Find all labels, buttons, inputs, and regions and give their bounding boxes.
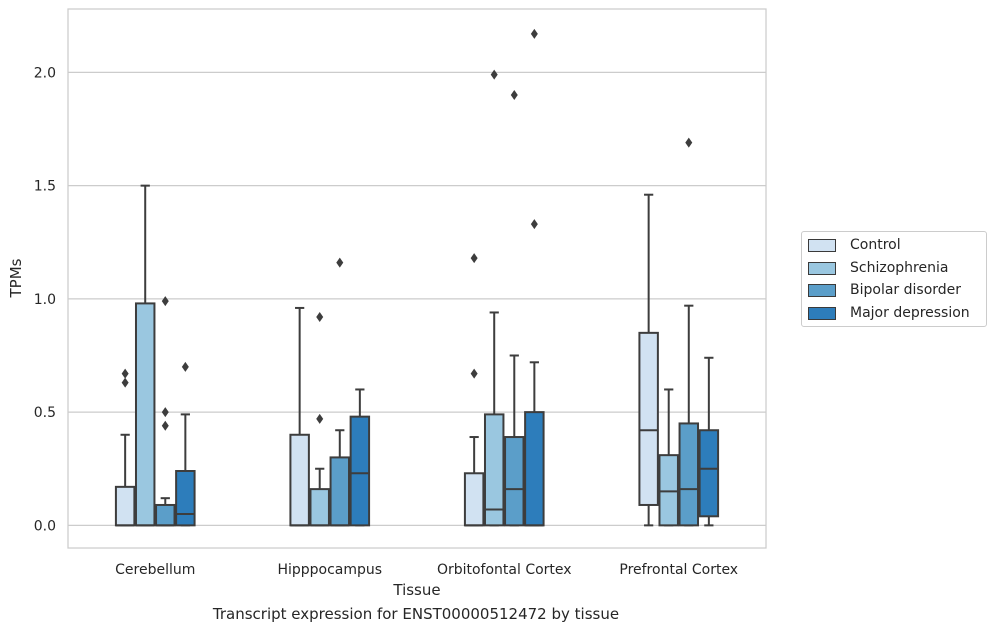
y-tick-label: 0.0	[34, 518, 56, 534]
y-tick-labels: 0.0 0.5 1.0 1.5 2.0	[34, 65, 56, 534]
box-bipolar-disorder-orbitofontal-cortex	[504, 90, 525, 527]
x-tick-labels: Cerebellum Hipppocampus Orbitofontal Corte…	[115, 562, 738, 578]
outlier-point	[530, 219, 538, 230]
box-body	[524, 411, 545, 527]
box-control-hipppocampus	[289, 306, 310, 527]
box-control-prefrontal-cortex	[638, 193, 659, 527]
y-tick-label: 1.0	[34, 292, 56, 308]
box-body	[658, 454, 679, 527]
legend-item-schizophrenia: Schizophrenia	[808, 259, 948, 277]
box-body	[155, 503, 176, 527]
x-axis-label: Tissue	[392, 581, 440, 599]
x-tick-label: Cerebellum	[115, 562, 195, 578]
outlier-point	[181, 361, 189, 372]
box-body	[349, 415, 371, 527]
x-tick-label: Prefrontal Cortex	[619, 562, 738, 578]
box-bipolar-disorder-cerebellum	[155, 296, 176, 527]
box-body	[483, 413, 505, 527]
legend-swatch-control	[808, 238, 836, 252]
y-tick-label: 2.0	[34, 65, 56, 81]
box-major-depression-hipppocampus	[349, 388, 371, 527]
legend-label-major-depression: Major depression	[850, 305, 970, 321]
outlier-point	[121, 377, 129, 388]
legend-label-control: Control	[850, 237, 901, 253]
y-tick-label: 0.5	[34, 405, 56, 421]
legend-swatch-major-depression	[808, 306, 836, 320]
box-schizophrenia-prefrontal-cortex	[658, 388, 679, 527]
outlier-point	[161, 296, 169, 307]
legend-swatch-bipolar-disorder	[808, 283, 836, 297]
box-body	[504, 436, 525, 527]
legend-label-schizophrenia: Schizophrenia	[850, 260, 949, 276]
boxes	[114, 28, 720, 527]
box-body	[175, 470, 196, 527]
legend-label-bipolar-disorder: Bipolar disorder	[850, 282, 962, 298]
box-body	[114, 485, 136, 527]
box-control-cerebellum	[114, 368, 136, 527]
outlier-point	[490, 69, 498, 80]
legend-item-major-depression: Major depression	[808, 304, 970, 322]
legend-item-bipolar-disorder: Bipolar disorder	[808, 281, 961, 299]
box-body	[329, 456, 351, 527]
y-tick-label: 1.5	[34, 179, 56, 195]
box-bipolar-disorder-prefrontal-cortex	[678, 137, 700, 527]
legend-swatch-schizophrenia	[808, 261, 836, 275]
box-body	[678, 422, 700, 527]
outlier-point	[336, 257, 344, 268]
box-schizophrenia-hipppocampus	[309, 312, 330, 527]
x-tick-label: Orbitofontal Cortex	[437, 562, 572, 578]
box-schizophrenia-cerebellum	[134, 184, 156, 527]
box-body	[638, 331, 659, 506]
outlier-point	[530, 28, 538, 39]
outlier-point	[316, 312, 324, 322]
x-tick-label: Hipppocampus	[277, 562, 382, 578]
chart-caption: Transcript expression for ENST0000051247…	[212, 605, 620, 623]
box-body	[309, 488, 330, 527]
outlier-point	[316, 413, 324, 424]
legend: Control Schizophrenia Bipolar disorder M…	[801, 231, 987, 327]
outlier-point	[161, 420, 169, 431]
outlier-point	[510, 90, 518, 101]
outlier-point	[470, 253, 478, 264]
outlier-point	[685, 137, 693, 148]
box-body	[463, 472, 485, 527]
box-body	[698, 429, 720, 518]
box-major-depression-orbitofontal-cortex	[524, 28, 545, 527]
box-body	[289, 433, 310, 527]
box-major-depression-cerebellum	[175, 361, 196, 527]
y-axis-label: TPMs	[7, 258, 25, 298]
box-schizophrenia-orbitofontal-cortex	[483, 69, 505, 527]
outlier-point	[470, 368, 478, 379]
legend-item-control: Control	[808, 236, 901, 254]
outlier-point	[121, 368, 129, 379]
box-control-orbitofontal-cortex	[463, 253, 485, 527]
box-major-depression-prefrontal-cortex	[698, 356, 720, 527]
box-body	[134, 302, 156, 527]
box-bipolar-disorder-hipppocampus	[329, 257, 351, 527]
outlier-point	[161, 407, 169, 418]
